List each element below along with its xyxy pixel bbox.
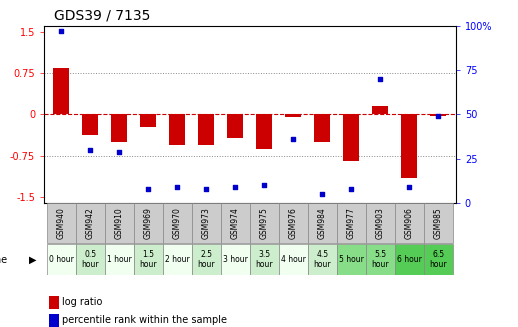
- Text: 4 hour: 4 hour: [281, 255, 306, 264]
- Bar: [221, 245, 250, 275]
- Text: GSM969: GSM969: [144, 207, 153, 239]
- Text: 2.5
hour: 2.5 hour: [198, 250, 215, 269]
- Bar: [192, 245, 221, 275]
- Bar: [250, 245, 279, 275]
- Text: 0.5
hour: 0.5 hour: [82, 250, 99, 269]
- Point: [203, 186, 211, 191]
- Bar: [256, 114, 272, 149]
- Bar: [163, 245, 192, 275]
- Bar: [82, 114, 98, 135]
- Point: [87, 147, 95, 152]
- Point: [145, 186, 153, 191]
- Bar: [430, 114, 447, 115]
- Point: [405, 184, 413, 189]
- Bar: [395, 203, 424, 243]
- Point: [116, 149, 124, 154]
- Text: 2 hour: 2 hour: [165, 255, 190, 264]
- Bar: [47, 203, 76, 243]
- Text: 6.5
hour: 6.5 hour: [429, 250, 447, 269]
- Bar: [250, 203, 279, 243]
- Bar: [105, 245, 134, 275]
- Bar: [337, 203, 366, 243]
- Bar: [401, 114, 418, 178]
- Bar: [314, 114, 330, 142]
- Text: GSM984: GSM984: [318, 207, 327, 239]
- Bar: [47, 245, 76, 275]
- Text: log ratio: log ratio: [62, 298, 103, 307]
- Text: GSM985: GSM985: [434, 207, 443, 239]
- Bar: [366, 203, 395, 243]
- Text: GSM974: GSM974: [231, 207, 240, 239]
- Bar: [424, 245, 453, 275]
- Text: 3.5
hour: 3.5 hour: [255, 250, 274, 269]
- Bar: [424, 203, 453, 243]
- Bar: [285, 114, 301, 117]
- Bar: [192, 203, 221, 243]
- Point: [318, 191, 326, 197]
- Point: [174, 184, 182, 189]
- Bar: [140, 114, 156, 127]
- Point: [57, 29, 66, 34]
- Bar: [227, 114, 243, 138]
- Bar: [134, 245, 163, 275]
- Bar: [372, 106, 388, 114]
- Bar: [337, 245, 366, 275]
- Text: 0 hour: 0 hour: [49, 255, 74, 264]
- Text: 5 hour: 5 hour: [339, 255, 364, 264]
- Text: GSM910: GSM910: [115, 207, 124, 239]
- Bar: [308, 203, 337, 243]
- Text: GDS39 / 7135: GDS39 / 7135: [54, 9, 151, 23]
- Bar: [343, 114, 359, 161]
- Point: [376, 77, 384, 82]
- Text: 6 hour: 6 hour: [397, 255, 422, 264]
- Text: GSM977: GSM977: [347, 207, 356, 239]
- Text: ▶: ▶: [29, 255, 36, 265]
- Bar: [111, 114, 127, 142]
- Text: time: time: [0, 255, 8, 265]
- Bar: [279, 203, 308, 243]
- Text: GSM976: GSM976: [289, 207, 298, 239]
- Text: 5.5
hour: 5.5 hour: [371, 250, 389, 269]
- Bar: [308, 245, 337, 275]
- Text: GSM973: GSM973: [202, 207, 211, 239]
- Text: 3 hour: 3 hour: [223, 255, 248, 264]
- Text: 1.5
hour: 1.5 hour: [140, 250, 157, 269]
- Bar: [76, 245, 105, 275]
- Bar: [198, 114, 214, 145]
- Text: GSM942: GSM942: [86, 207, 95, 239]
- Text: GSM903: GSM903: [376, 207, 385, 239]
- Text: GSM940: GSM940: [57, 207, 66, 239]
- Bar: [163, 203, 192, 243]
- Bar: [221, 203, 250, 243]
- Text: 4.5
hour: 4.5 hour: [313, 250, 331, 269]
- Bar: [76, 203, 105, 243]
- Bar: [169, 114, 185, 145]
- Bar: [366, 245, 395, 275]
- Point: [260, 182, 268, 188]
- Point: [289, 137, 297, 142]
- Bar: [134, 203, 163, 243]
- Point: [347, 186, 355, 191]
- Text: GSM975: GSM975: [260, 207, 269, 239]
- Point: [434, 113, 442, 119]
- Bar: [105, 203, 134, 243]
- Bar: [395, 245, 424, 275]
- Bar: [279, 245, 308, 275]
- Text: percentile rank within the sample: percentile rank within the sample: [62, 316, 227, 325]
- Text: GSM906: GSM906: [405, 207, 414, 239]
- Text: GSM970: GSM970: [173, 207, 182, 239]
- Point: [232, 184, 240, 189]
- Text: 1 hour: 1 hour: [107, 255, 132, 264]
- Bar: [53, 68, 69, 114]
